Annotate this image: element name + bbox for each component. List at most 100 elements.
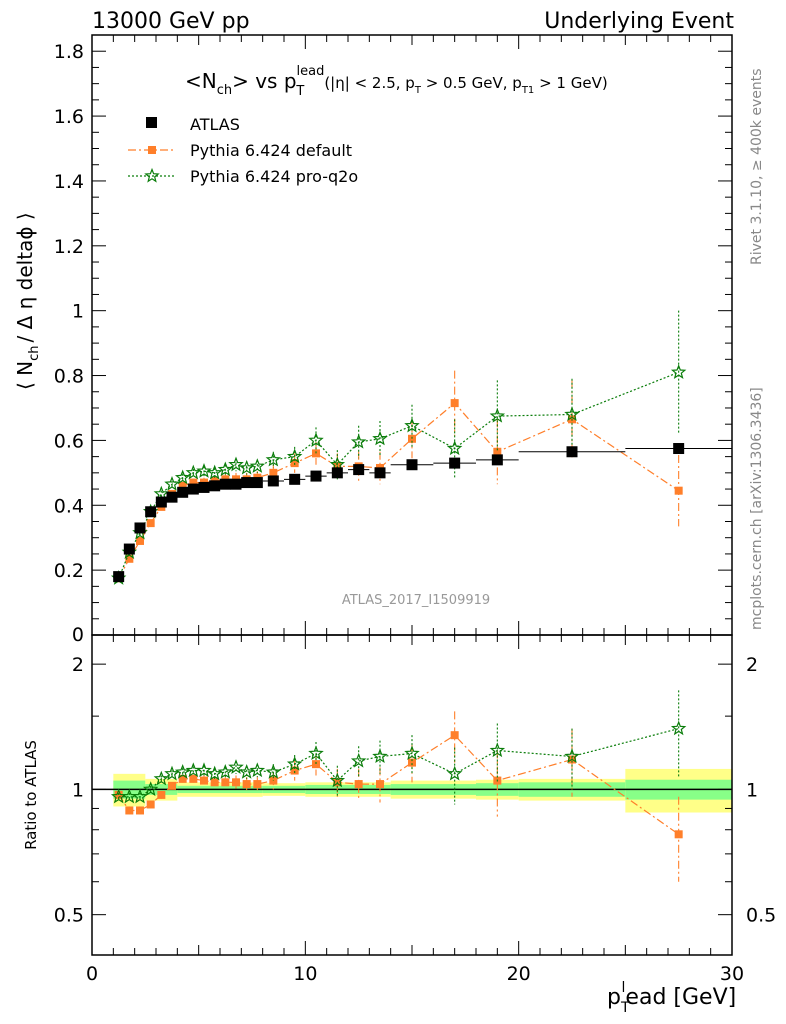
title-cuts-2: > 0.5 GeV, p bbox=[421, 74, 522, 92]
main-frame bbox=[91, 34, 733, 636]
ratio-pythia-pro-q2o-point bbox=[489, 742, 506, 758]
y-axis-label-ratio: Ratio to ATLAS bbox=[22, 740, 40, 850]
legend-marker-pythia-pro-q2o bbox=[144, 167, 160, 183]
main-atlas-point bbox=[673, 443, 685, 455]
ratio-pythia-pro-q2o-point bbox=[153, 770, 170, 786]
ratio-pythia-pro-q2o-point bbox=[196, 762, 212, 778]
ratio-pythia-pro-q2o-point bbox=[228, 759, 244, 774]
main-atlas-point bbox=[134, 522, 146, 534]
legend-marker-atlas bbox=[146, 117, 157, 128]
x-tick-label: 0 bbox=[86, 963, 98, 985]
ratio-pythia-pro-q2o-point bbox=[404, 745, 420, 761]
ratio-pythia-default-point bbox=[290, 766, 299, 775]
legend: ATLAS Pythia 6.424 default Pythia 6.424 … bbox=[128, 115, 358, 186]
main-pythia-default-point bbox=[125, 554, 134, 563]
main-pythia-default-point bbox=[136, 536, 144, 545]
main-ytick-label: 0.6 bbox=[54, 430, 84, 452]
main-pythia-default-point bbox=[269, 468, 278, 477]
ratio-pythia-pro-q2o-point bbox=[132, 788, 148, 804]
ratio-pythia-pro-q2o-point bbox=[238, 764, 255, 779]
main-ytick-label: 0.8 bbox=[54, 366, 84, 388]
main-pythia-pro-q2o-point bbox=[164, 476, 180, 491]
main-ytick-label-zero: 0 bbox=[72, 624, 84, 646]
main-pythia-pro-q2o-point bbox=[564, 406, 580, 422]
main-atlas-point bbox=[123, 543, 135, 555]
main-atlas-point bbox=[251, 477, 263, 489]
main-pythia-pro-q2o-point bbox=[249, 458, 266, 473]
ratio-pythia-default-point bbox=[136, 806, 144, 815]
ratio-frame bbox=[91, 634, 733, 956]
ylabel-main-sub: ch bbox=[27, 345, 42, 360]
ratio-pythia-pro-q2o-point bbox=[142, 781, 159, 797]
ratio-series-layer bbox=[110, 690, 687, 882]
ratio-pythia-pro-q2o-point bbox=[446, 765, 463, 781]
main-pythia-pro-q2o-point bbox=[206, 464, 223, 480]
main-pythia-pro-q2o-point bbox=[404, 417, 420, 433]
title-cuts-1: (|η| < 2.5, p bbox=[324, 74, 414, 92]
main-atlas-point bbox=[177, 486, 189, 498]
main-atlas-point bbox=[353, 464, 365, 476]
main-series-layer bbox=[110, 310, 732, 585]
legend-marker-pythia-default bbox=[148, 146, 156, 154]
main-atlas-point bbox=[155, 496, 167, 508]
ratio-pythia-pro-q2o-point bbox=[164, 765, 180, 781]
main-pythia-pro-q2o-point bbox=[238, 459, 255, 475]
title-mid: > vs p bbox=[232, 69, 296, 93]
ratio-pythia-pro-q2o-point bbox=[308, 745, 324, 761]
title-cuts-T: T bbox=[414, 85, 422, 96]
plot-title: <Nch> vs plead T (|η| < 2.5, pT > 0.5 GeV,… bbox=[185, 64, 608, 99]
analysis-label: ATLAS_2017_I1509919 bbox=[342, 593, 490, 608]
ratio-pythia-pro-q2o-line bbox=[118, 728, 679, 798]
ratio-ytick-label: 1 bbox=[72, 779, 84, 801]
main-atlas-point bbox=[406, 459, 418, 471]
main-axis-ticks: 0.2 0.4 0.6 0.8 1 1.2 1.4 1.6 1.8 0 bbox=[54, 35, 733, 646]
main-atlas-point bbox=[145, 506, 157, 518]
ratio-ytick-label: 0.5 bbox=[54, 905, 84, 927]
main-atlas-point bbox=[267, 475, 279, 487]
title-prefix: <N bbox=[185, 69, 217, 93]
main-atlas-point bbox=[113, 571, 125, 583]
x-tick-label: 10 bbox=[293, 963, 317, 985]
title-sup-lead: lead bbox=[297, 64, 325, 79]
main-atlas-point bbox=[566, 446, 578, 458]
main-pythia-default-point bbox=[178, 481, 187, 490]
ratio-uncertainty-band bbox=[92, 768, 732, 813]
ratio-pythia-default-point bbox=[200, 776, 208, 785]
ratio-ytick-label-right: 2 bbox=[746, 654, 758, 676]
mcplots-label: mcplots.cern.ch [arXiv:1306.3436] bbox=[749, 387, 765, 630]
main-ytick-label: 1 bbox=[72, 301, 84, 323]
xlabel-b: ead [GeV] bbox=[625, 985, 736, 1010]
ylabel-main-a: ⟨ N bbox=[13, 361, 37, 390]
main-pythia-pro-q2o-point bbox=[446, 440, 463, 456]
main-panel: 0.2 0.4 0.6 0.8 1 1.2 1.4 1.6 1.8 0 bbox=[54, 34, 733, 646]
main-pythia-pro-q2o-point bbox=[372, 430, 388, 446]
legend-label-pythia-default: Pythia 6.424 default bbox=[190, 141, 352, 160]
ratio-pythia-pro-q2o-point bbox=[174, 764, 191, 779]
ratio-pythia-pro-q2o-point bbox=[185, 762, 202, 778]
ratio-pythia-pro-q2o-point bbox=[265, 764, 282, 779]
main-pythia-pro-q2o-point bbox=[489, 407, 506, 423]
title-cuts-T1: T1 bbox=[521, 85, 534, 96]
ratio-pythia-pro-q2o-point bbox=[329, 772, 346, 788]
main-pythia-pro-q2o-point bbox=[217, 461, 234, 477]
main-atlas-point bbox=[241, 477, 253, 489]
main-atlas-point bbox=[449, 457, 461, 469]
main-ytick-label: 1.8 bbox=[54, 41, 84, 63]
main-atlas-point bbox=[187, 483, 199, 495]
main-atlas-point bbox=[491, 454, 503, 466]
ratio-pythia-default-point bbox=[210, 778, 219, 787]
xlabel-sub: T bbox=[620, 1000, 630, 1016]
ratio-pythia-default-point bbox=[146, 800, 155, 809]
ratio-pythia-default-point bbox=[125, 806, 134, 815]
main-atlas-point bbox=[230, 478, 242, 490]
ratio-pythia-default-point bbox=[354, 780, 363, 789]
ratio-pythia-pro-q2o-point bbox=[670, 720, 687, 736]
legend-label-atlas: ATLAS bbox=[190, 115, 240, 134]
ratio-pythia-default-point bbox=[189, 774, 198, 783]
ratio-pythia-default-point bbox=[376, 780, 384, 789]
main-atlas-point bbox=[331, 467, 343, 479]
ylabel-main-b: / Δ η deltaϕ ⟩ bbox=[13, 212, 37, 342]
main-atlas-point bbox=[209, 480, 221, 492]
ratio-pythia-pro-q2o-point bbox=[350, 752, 367, 768]
main-pythia-pro-q2o-point bbox=[174, 469, 191, 485]
